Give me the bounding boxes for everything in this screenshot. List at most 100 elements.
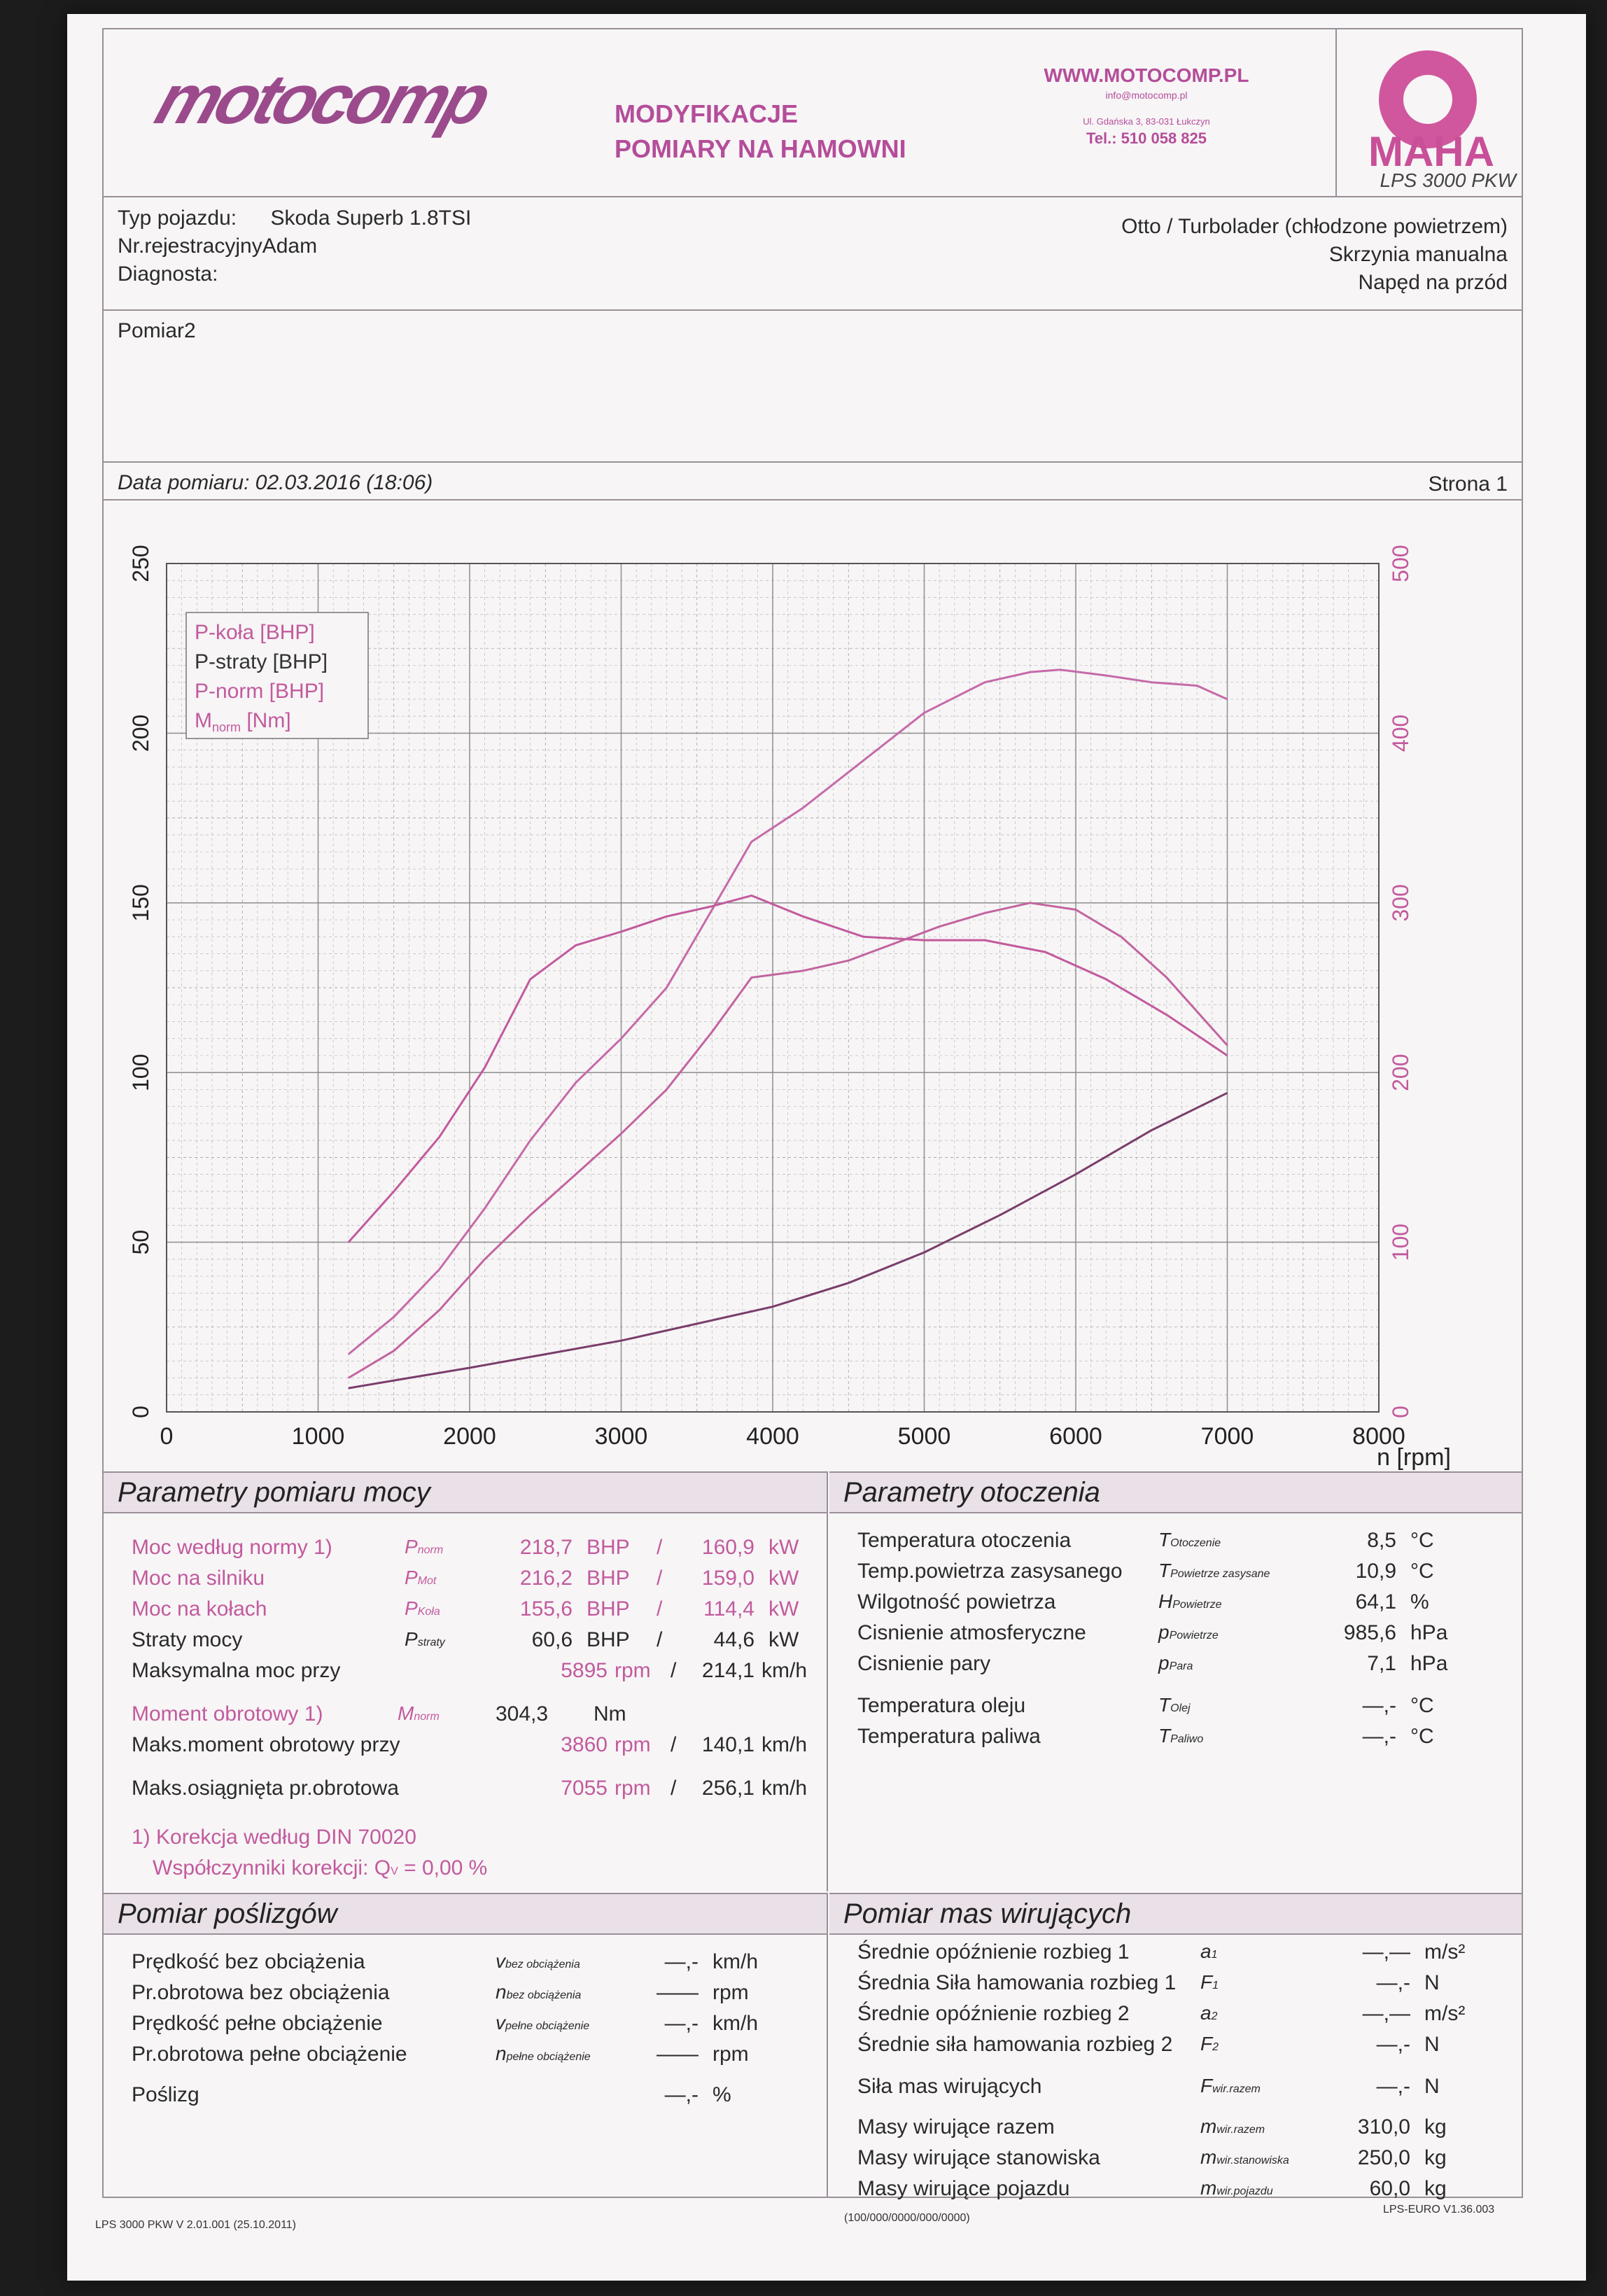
- symbol-subscript: Powietrze: [1172, 1599, 1222, 1611]
- vehicle-type-row: Typ pojazdu: Skoda Superb 1.8TSI: [118, 204, 471, 232]
- power-unit-kw: kW: [769, 1597, 799, 1620]
- slash: /: [671, 1733, 677, 1756]
- param-label: Średnie opóźnienie rozbieg 2: [857, 2002, 1130, 2025]
- max-torque-at-speed-unit: km/h: [762, 1733, 808, 1756]
- symbol-letter: a: [1200, 2002, 1212, 2024]
- symbol-letter: P: [405, 1567, 418, 1588]
- symbol: TPowietrze zasysane: [1158, 1560, 1270, 1582]
- param-unit: rpm: [713, 2043, 749, 2066]
- maha-logo: MAHA: [1368, 128, 1494, 175]
- param-unit: N: [1424, 2033, 1440, 2056]
- y-right-tick-label: 400: [1388, 715, 1413, 752]
- param-unit: km/h: [713, 2012, 759, 2035]
- legend-box: [185, 612, 369, 739]
- symbol-subscript: 2: [1211, 2010, 1218, 2022]
- symbol-letter: T: [1158, 1694, 1171, 1716]
- symbol-subscript: Mot: [417, 1575, 437, 1587]
- param-label: Cisnienie atmosferyczne: [857, 1621, 1086, 1644]
- symbol-letter: v: [496, 2012, 505, 2033]
- contact-block: WWW.MOTOCOMP.PL info@motocomp.pl Ul. Gda…: [1034, 64, 1258, 148]
- slash: /: [657, 1628, 663, 1651]
- mass-section: Pomiar mas wirujących Średnie opóźnienie…: [829, 1893, 1522, 2200]
- torque-unit: Nm: [594, 1702, 626, 1726]
- symbol-subscript: wir.razem: [1216, 2124, 1265, 2136]
- x-tick-label: 2000: [443, 1423, 496, 1450]
- power-title: Parametry pomiaru mocy: [104, 1473, 827, 1513]
- footer-left: LPS 3000 PKW V 2.01.001 (25.10.2011): [95, 2219, 297, 2231]
- power-value-kw: 160,9: [701, 1536, 755, 1559]
- y-right-tick-label: 300: [1388, 884, 1413, 921]
- symbol-letter: a: [1200, 1940, 1212, 1962]
- param-unit: rpm: [713, 1981, 749, 2004]
- vehicle-info: Typ pojazdu: Skoda Superb 1.8TSI Nr.reje…: [104, 199, 1522, 311]
- param-value: 7,1: [1367, 1652, 1396, 1675]
- symbol: Pnorm: [405, 1536, 443, 1558]
- param-label: Prędkość pełne obciążenie: [132, 2012, 383, 2035]
- page-number: Strona 1: [1428, 472, 1508, 496]
- symbol-subscript: Otoczenie: [1170, 1537, 1221, 1549]
- symbol-letter: P: [405, 1536, 418, 1558]
- x-tick-label: 0: [160, 1423, 174, 1450]
- env-section: Parametry otoczenia Temperatura otoczeni…: [829, 1471, 1522, 1891]
- phone: Tel.: 510 058 825: [1086, 130, 1207, 147]
- slash: /: [671, 1659, 677, 1682]
- legend-entry: P-straty [BHP]: [195, 650, 328, 673]
- slash: /: [671, 1777, 677, 1800]
- symbol-letter: m: [1200, 2177, 1217, 2199]
- param-value: 10,9: [1355, 1560, 1396, 1583]
- mass-title: Pomiar mas wirujących: [829, 1894, 1522, 1935]
- power-unit-kw: kW: [769, 1628, 799, 1651]
- param-unit: kg: [1424, 2115, 1447, 2138]
- symbol-letter: M: [398, 1702, 414, 1724]
- correction-sub: V: [391, 1865, 398, 1877]
- dyno-model: LPS 3000 PKW: [1380, 169, 1516, 191]
- symbol: mwir.stanowiska: [1200, 2146, 1289, 2169]
- param-label: Masy wirujące stanowiska: [857, 2146, 1100, 2169]
- measurement-date: Data pomiaru: 02.03.2016 (18:06): [118, 471, 433, 494]
- symbol-subscript: Olej: [1170, 1702, 1191, 1714]
- param-value: —,-: [664, 2083, 699, 2106]
- param-label: Siła mas wirujących: [857, 2075, 1042, 2098]
- param-value: —,-: [1376, 1971, 1410, 1994]
- param-value: —,-: [1376, 2033, 1410, 2056]
- symbol: pPowietrze: [1158, 1621, 1219, 1644]
- y-right-tick-label: 500: [1388, 545, 1413, 582]
- symbol: a2: [1200, 2002, 1217, 2024]
- param-value: 8,5: [1367, 1529, 1396, 1552]
- x-tick-label: 4000: [746, 1423, 799, 1450]
- max-power-at-rpm-unit: rpm: [615, 1659, 651, 1682]
- power-unit-kw: kW: [769, 1567, 799, 1590]
- motocomp-logo: motocomp: [146, 60, 497, 139]
- legend-entry: Mnorm [Nm]: [195, 709, 291, 734]
- maha-emblem-center: [1403, 75, 1452, 124]
- symbol-letter: P: [405, 1628, 418, 1650]
- y-left-tick-label: 250: [128, 545, 153, 582]
- symbol-subscript: 1: [1212, 1980, 1219, 1991]
- power-row-label: Moc na silniku: [132, 1567, 265, 1590]
- power-unit-bhp: BHP: [587, 1597, 630, 1620]
- torque-label: Moment obrotowy 1): [132, 1702, 323, 1726]
- torque-value: 304,3: [496, 1702, 549, 1726]
- symbol-subscript: norm: [414, 1711, 440, 1723]
- max-rpm-rpm: 7055: [561, 1777, 608, 1800]
- symbol-subscript: wir.pojazdu: [1216, 2185, 1273, 2197]
- report-header: motocomp MODYFIKACJE POMIARY NA HAMOWNI …: [104, 29, 1522, 197]
- max-rpm-speed: 256,1: [701, 1777, 755, 1800]
- symbol-letter: H: [1158, 1590, 1173, 1612]
- param-unit: hPa: [1410, 1621, 1448, 1644]
- x-tick-label: 6000: [1049, 1423, 1102, 1450]
- param-value: —,—: [1362, 2002, 1410, 2025]
- report-frame: motocomp MODYFIKACJE POMIARY NA HAMOWNI …: [102, 28, 1523, 2200]
- param-label: Temperatura paliwa: [857, 1725, 1041, 1748]
- symbol-subscript: norm: [417, 1544, 444, 1556]
- symbol: mwir.pojazdu: [1200, 2177, 1273, 2199]
- param-label: Pr.obrotowa pełne obciążenie: [132, 2043, 407, 2066]
- y-right-tick-label: 0: [1388, 1406, 1413, 1418]
- power-value-kw: 44,6: [713, 1628, 755, 1651]
- power-unit-bhp: BHP: [587, 1536, 630, 1559]
- param-label: Poślizg: [132, 2083, 199, 2106]
- symbol-letter: v: [496, 1950, 505, 1972]
- y-left-tick-label: 150: [128, 884, 153, 921]
- symbol-subscript: 2: [1212, 2041, 1219, 2053]
- symbol: vbez obciążenia: [496, 1950, 580, 1973]
